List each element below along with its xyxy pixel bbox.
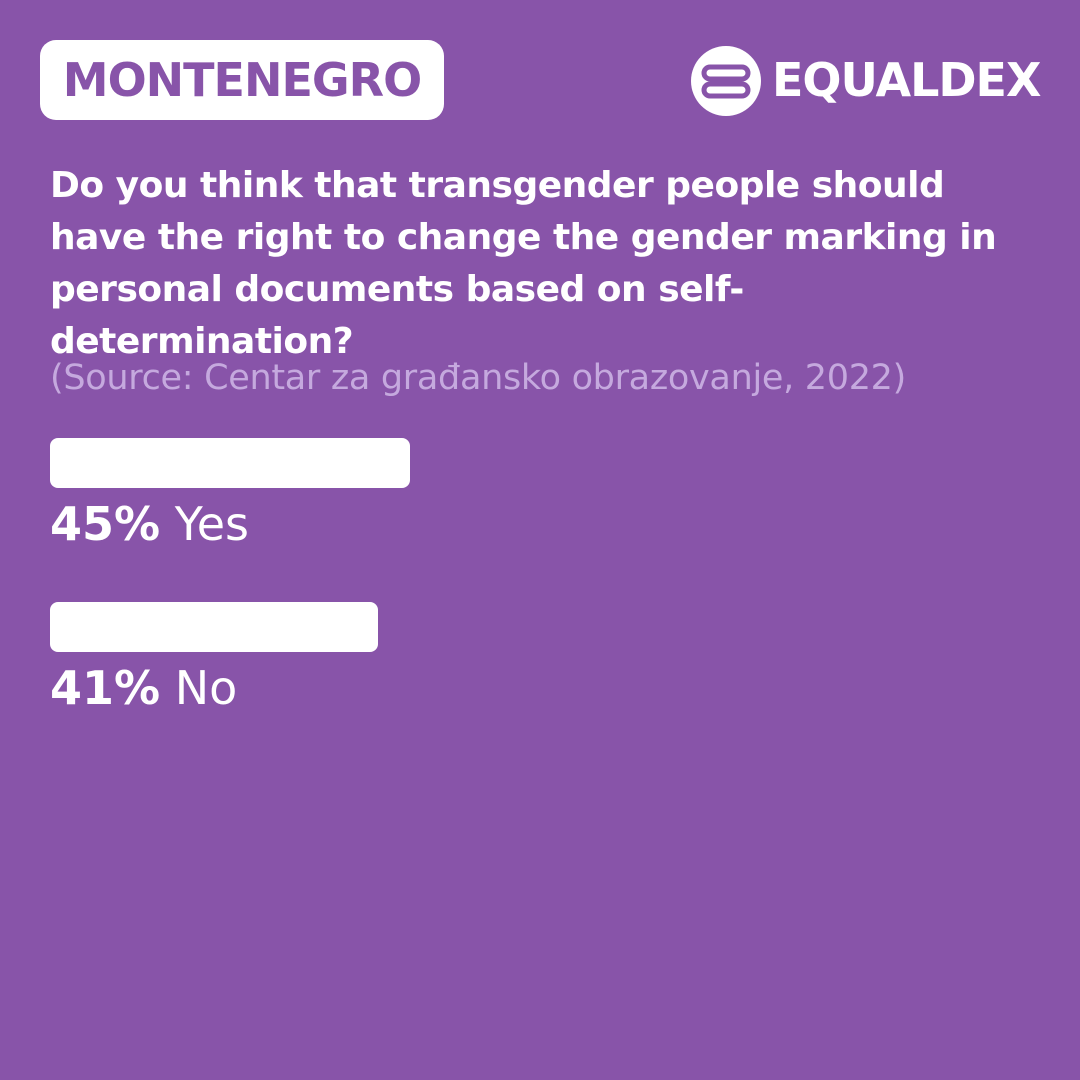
brand-name: EQUALDEX xyxy=(772,53,1041,107)
bar-label: 41% No xyxy=(50,660,237,716)
bar-label: 45% Yes xyxy=(50,496,249,552)
bar-row: 45% Yes xyxy=(50,438,1030,602)
brand-logo xyxy=(691,46,761,116)
chart-subtitle: (Source: Centar za građansko obrazovanje… xyxy=(50,358,906,398)
bar xyxy=(50,438,410,488)
bar-row: 41% No xyxy=(50,602,1030,766)
category-label: No xyxy=(174,661,238,715)
value-label: 45% xyxy=(50,497,161,551)
country-badge: MONTENEGRO xyxy=(40,40,444,120)
chart-title: Do you think that transgender people sho… xyxy=(50,165,997,362)
value-label: 41% xyxy=(50,661,161,715)
bar-list: 45% Yes 41% No xyxy=(50,438,1030,766)
bar xyxy=(50,602,378,652)
category-label: Yes xyxy=(174,497,249,551)
